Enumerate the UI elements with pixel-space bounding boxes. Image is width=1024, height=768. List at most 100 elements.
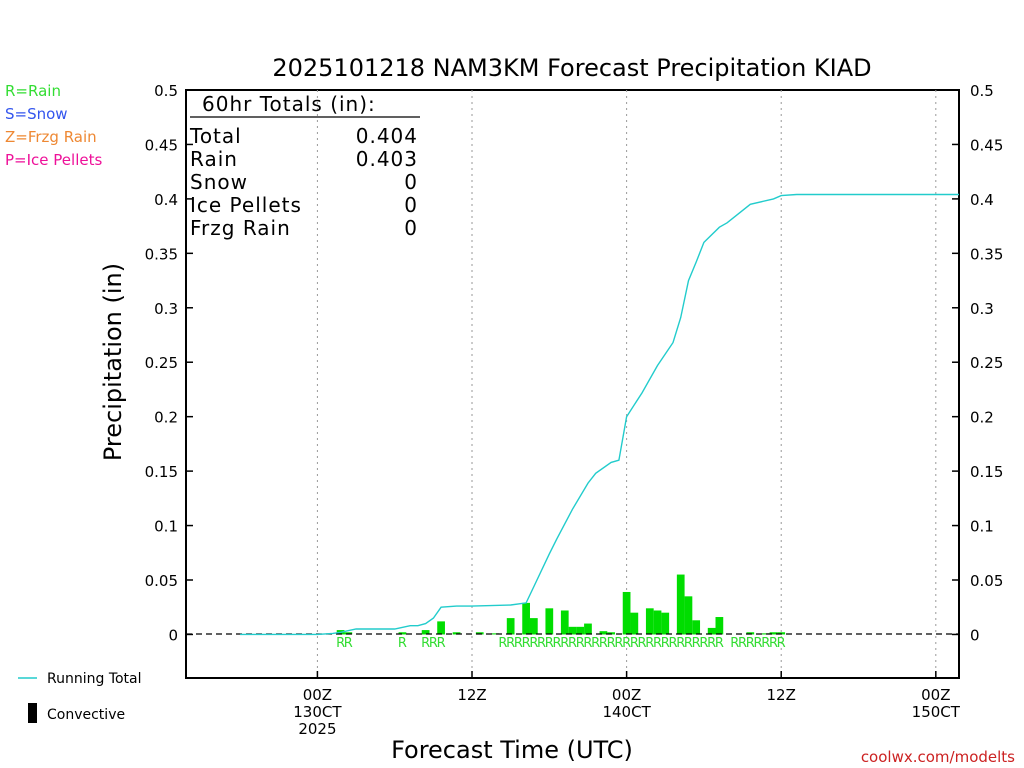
precip-type-code: R [661,636,670,651]
x-tick-label: 12Z [457,686,486,704]
precip-type-code: R [614,636,623,651]
precip-type-code: R [545,636,554,651]
y-tick-label-right: 0 [970,626,980,644]
precip-type-code: R [630,636,639,651]
precip-type-code: R [653,636,662,651]
precip-bar [715,617,724,635]
precip-type-code: R [498,636,507,651]
precip-bar [491,633,500,635]
precip-type-code: R [668,636,677,651]
precip-type-code: R [514,636,523,651]
running-total-line [240,193,959,636]
precip-type-code: R [344,636,353,651]
precip-type-code: R [638,636,647,651]
precip-bar [707,627,716,635]
precip-type-code: R [738,636,747,651]
precip-bar [522,602,530,635]
precip-bar [560,610,569,635]
x-tick-label: 00Z [303,686,332,704]
y-tick-label-left: 0.3 [154,300,178,318]
plot-frame [185,89,960,679]
y-tick-label-left: 0.4 [154,191,178,209]
y-tick-label-left: 0.35 [145,245,178,263]
totals-row-value: 0.404 [356,124,418,148]
precip-type-code: R [715,636,724,651]
precip-bar [421,630,430,635]
precip-type-code: R [560,636,569,651]
precip-bar [576,626,585,635]
x-tick-label: 2025 [298,720,336,738]
legend-entry: Z=Frzg Rain [5,128,97,146]
x-tick-label: 150CT [912,703,961,721]
totals-row-label: Total [189,124,242,148]
precip-bar [684,596,693,635]
precip-type-code: R [777,636,786,651]
totals-row-value: 0 [404,170,418,194]
precip-type-code: R [583,636,592,651]
precip-type-code: R [522,636,531,651]
precip-bar [661,612,670,635]
series-legend: Running Total Convective [18,671,142,723]
totals-header: 60hr Totals (in): [202,92,376,116]
y-tick-label-left: 0.05 [145,572,178,590]
credit-text: coolwx.com/modelts [861,748,1015,766]
hourly-precip-bars [336,574,786,635]
precip-bar [398,632,407,635]
y-tick-label-right: 0.15 [970,463,1003,481]
precip-type-code: R [576,636,585,651]
precip-bar [653,610,662,635]
legend-entry: R=Rain [5,82,61,100]
y-tick-label-right: 0.5 [970,82,994,100]
totals-box: 60hr Totals (in): Total 0.404 Rain 0.403 Sno… [189,92,420,240]
precip-type-code: R [506,636,515,651]
y-tick-label-left: 0 [168,626,178,644]
x-tick-label: 130CT [293,703,342,721]
precip-type-code: R [645,636,654,651]
legend-entry: S=Snow [5,105,68,123]
precip-type-code: R [753,636,762,651]
precip-bar [475,632,484,635]
y-tick-label-left: 0.25 [145,354,178,372]
precip-type-code: R [537,636,546,651]
precip-bar [568,626,577,635]
totals-row-value: 0.403 [356,147,418,171]
precip-bar [769,632,778,635]
precip-bar [584,623,592,635]
precip-type-code: R [437,636,446,651]
y-tick-label-left: 0.1 [154,518,178,536]
precip-bar [692,620,701,635]
y-tick-label-left: 0.45 [145,136,178,154]
y-tick-label-left: 0.5 [154,82,178,100]
precip-type-code: R [769,636,778,651]
precip-type-code: R [599,636,608,651]
legend-swatch-bar [28,703,37,723]
y-tick-label-left: 0.15 [145,463,178,481]
precip-type-code: R [730,636,739,651]
y-tick-label-right: 0.3 [970,300,994,318]
precip-bar [622,591,631,635]
totals-row-value: 0 [404,193,418,217]
totals-row-label: Snow [190,170,248,194]
precip-bar [645,608,654,635]
precip-type-code: R [761,636,770,651]
precip-bar [545,608,554,635]
precip-bar [437,621,445,635]
y-tick-label-right: 0.45 [970,136,1003,154]
precip-type-code: R [568,636,577,651]
precip-type-code: R [529,636,538,651]
y-tick-label-right: 0.25 [970,354,1003,372]
precip-bar [344,632,353,635]
precip-type-legend: R=Rain S=Snow Z=Frzg Rain P=Ice Pellets [5,82,102,169]
y-tick-label-right: 0.4 [970,191,994,209]
precip-type-code: R [429,636,438,651]
x-axis-label: Forecast Time (UTC) [391,736,633,764]
precip-type-code: R [622,636,631,651]
y-tick-label-right: 0.35 [970,245,1003,263]
legend-entry: Convective [47,707,125,723]
precip-type-code: R [676,636,685,651]
x-tick-label: 12Z [767,686,796,704]
precip-bar [630,612,639,635]
legend-entry: Running Total [47,671,142,687]
